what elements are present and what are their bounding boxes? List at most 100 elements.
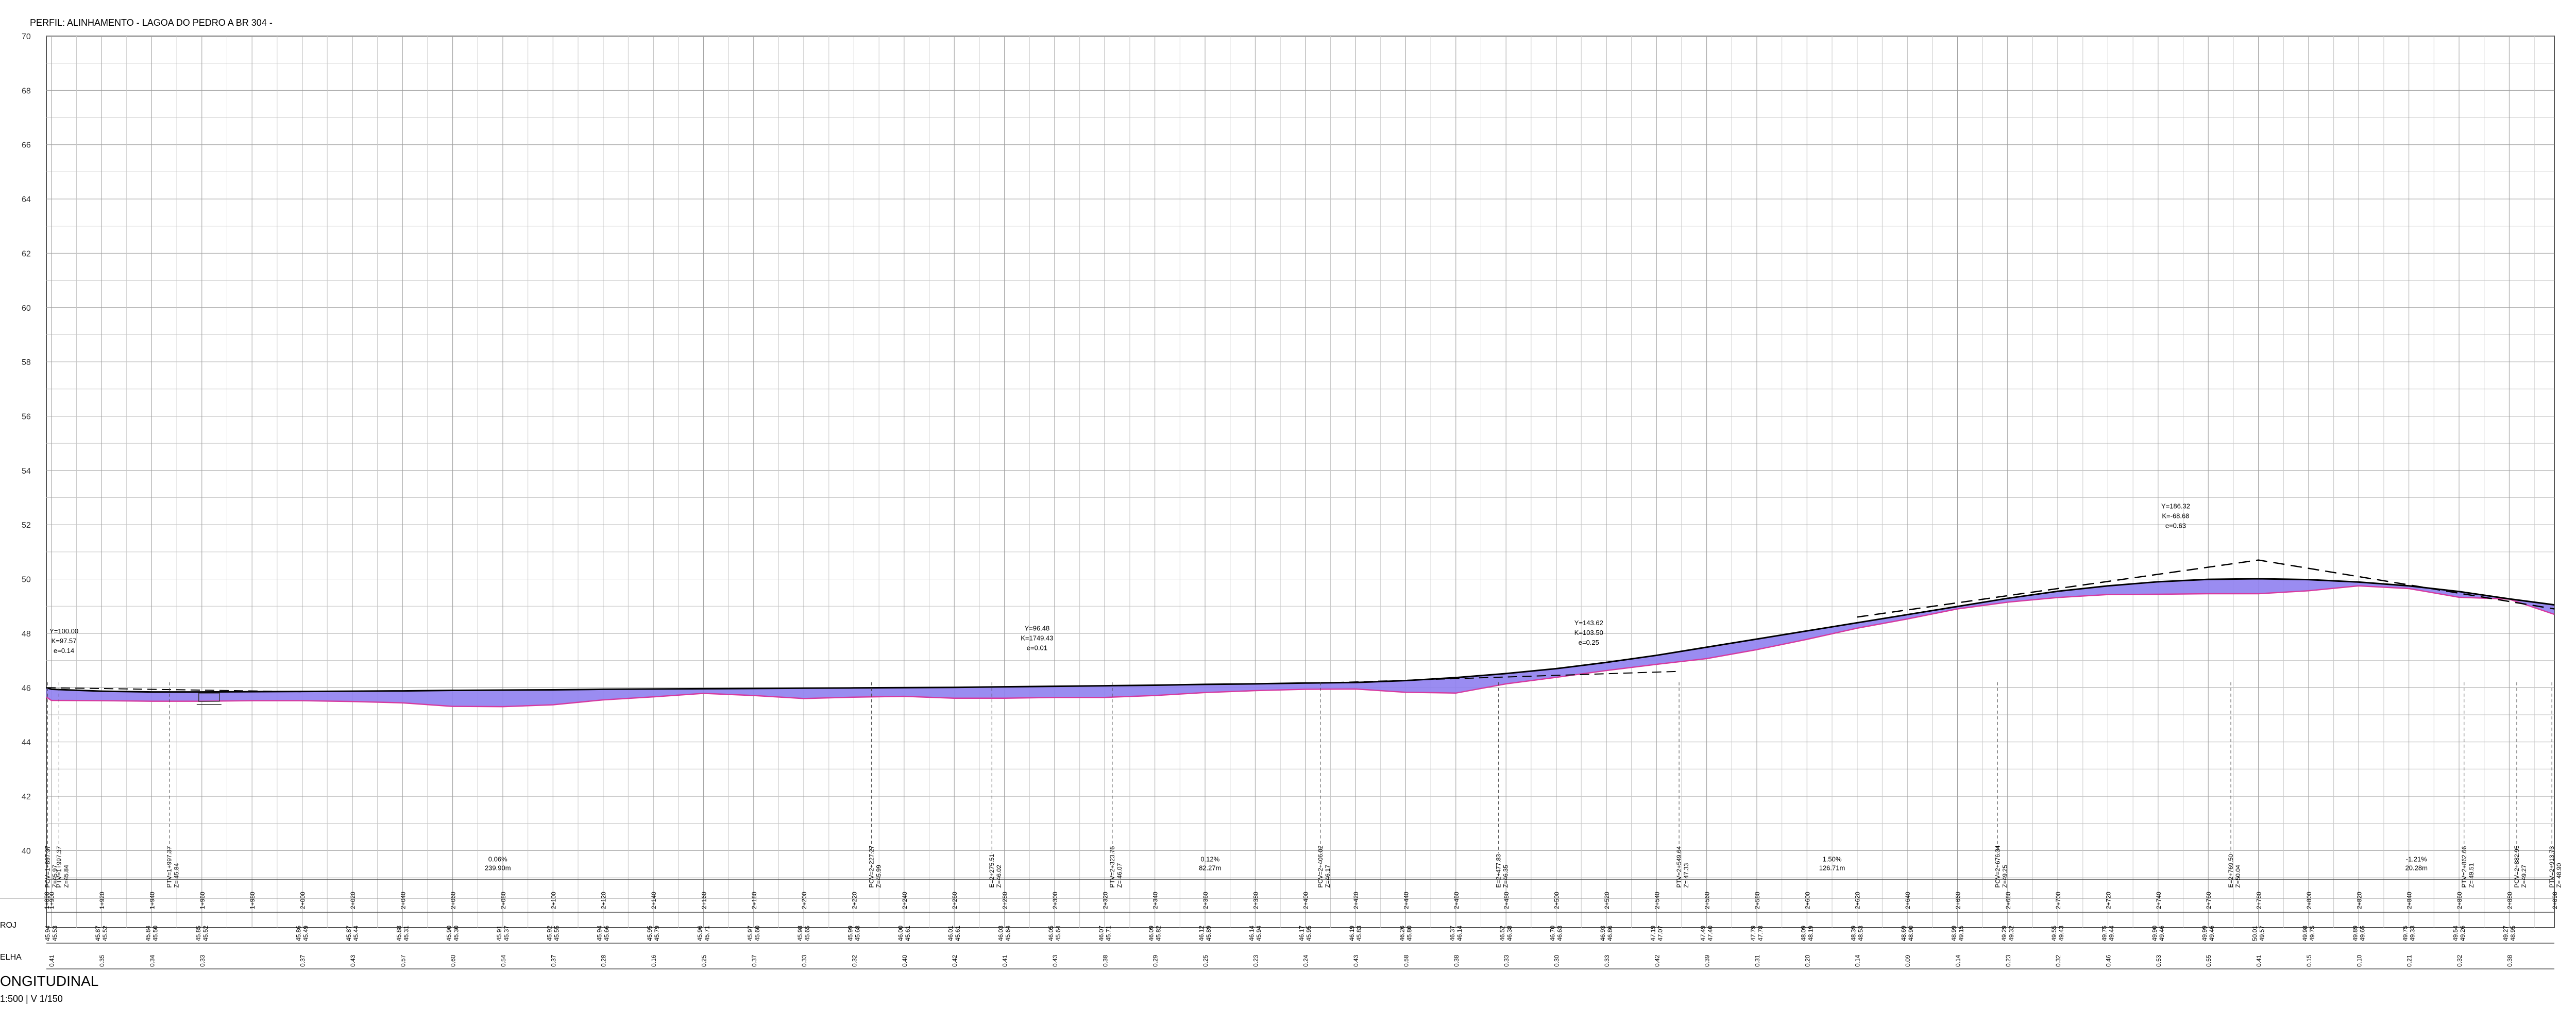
proj-value: 46.14 [1248, 926, 1255, 941]
pv-label: PCV=2+882.95 [2513, 845, 2520, 887]
pv-label: PCV=1+897.37 [44, 845, 51, 887]
diff-value: 0.38 [2506, 954, 2513, 967]
station-label: 2+860 [2456, 892, 2463, 909]
pv-label: Z=45.99 [875, 865, 883, 888]
terrain-value: 45.31 [402, 926, 410, 941]
station-label: 2+000 [299, 892, 307, 909]
station-label: 2+840 [2406, 892, 2413, 909]
pv-label: PTV=2+862.66 [2461, 846, 2468, 887]
diff-value: 0.43 [1052, 954, 1059, 967]
station-label: 2+400 [1302, 892, 1310, 909]
page-title: PERFIL: ALINHAMENTO - LAGOA DO PEDRO A B… [30, 18, 273, 28]
proj-value: 48.99 [1950, 926, 1957, 941]
terrain-value: 49.65 [2359, 926, 2366, 941]
diff-value: 0.21 [2406, 954, 2413, 967]
diff-value: 0.23 [1252, 954, 1259, 967]
slope-label: -1.21% [2406, 855, 2428, 863]
proj-value: 49.90 [2151, 926, 2158, 941]
curve-label: K=-68.68 [2162, 512, 2189, 520]
diff-value: 0.41 [1002, 954, 1009, 967]
curve-label: e=0.14 [54, 647, 74, 655]
proj-row-label: ROJ [0, 921, 16, 930]
pv-label: Z= 48.90 [2555, 863, 2563, 887]
diff-value: 0.35 [98, 954, 106, 967]
y-tick-label-left: 50 [22, 576, 31, 584]
pv-label: E=2+769.50 [2227, 854, 2234, 888]
curve-label: K=97.57 [52, 637, 77, 645]
terrain-value: 45.95 [1306, 926, 1313, 941]
curve-label: K=103.50 [1574, 629, 1603, 636]
tangent-line [1320, 671, 1680, 684]
station-label: 2+260 [951, 892, 958, 909]
diff-value: 0.09 [1904, 954, 1911, 967]
diff-value: 0.40 [901, 954, 908, 967]
diff-value: 0.23 [2005, 954, 2012, 967]
diff-value: 0.25 [1202, 954, 1209, 967]
terrain-value: 45.52 [202, 926, 209, 941]
pv-label: PTV=2+323.75 [1109, 846, 1116, 887]
diff-value: 0.54 [500, 954, 507, 967]
proj-value: 46.09 [1148, 926, 1155, 941]
station-label: 2+720 [2105, 892, 2112, 909]
terrain-value: 45.44 [352, 926, 360, 941]
diff-value: 0.42 [1653, 954, 1660, 967]
terrain-value: 45.71 [1105, 926, 1112, 941]
proj-value: 46.26 [1398, 926, 1405, 941]
diff-value: 0.34 [148, 954, 156, 967]
station-label: 1+920 [98, 892, 106, 909]
station-label: 2+500 [1553, 892, 1561, 909]
y-tick-label-left: 52 [22, 521, 31, 530]
station-label: 2+780 [2256, 892, 2263, 909]
proj-value: 46.07 [1097, 926, 1105, 941]
proj-value: 49.54 [2452, 926, 2459, 941]
grade-line [46, 578, 2555, 693]
diff-value: 0.39 [1704, 954, 1711, 967]
terrain-value: 45.80 [1405, 926, 1413, 941]
diff-value: 0.10 [2355, 954, 2363, 967]
diff-value: 0.37 [751, 954, 758, 967]
elha-row-label: ELHA [0, 953, 22, 962]
y-tick-label-left: 66 [22, 141, 31, 150]
terrain-value: 45.71 [703, 926, 710, 941]
terrain-value: 45.89 [1205, 926, 1212, 941]
station-label: 2+020 [349, 892, 357, 909]
y-tick-label-left: 54 [22, 467, 31, 476]
terrain-value: 47.78 [1757, 926, 1764, 941]
terrain-value: 45.83 [1355, 926, 1363, 941]
station-label: 1+898 [43, 892, 50, 909]
proj-value: 47.49 [1700, 926, 1707, 941]
station-label: 1+900 [48, 892, 56, 909]
curve-label: e=0.25 [1579, 639, 1599, 646]
station-label: 2+898 [2551, 892, 2558, 909]
diff-value: 0.32 [2456, 954, 2463, 967]
diff-value: 0.57 [399, 954, 406, 967]
station-label: 2+380 [1252, 892, 1259, 909]
proj-value: 49.75 [2402, 926, 2409, 941]
proj-value: 45.87 [345, 926, 352, 941]
cut-fill-area [46, 579, 2554, 707]
station-label: 1+940 [148, 892, 156, 909]
slope-label: 239.90m [485, 864, 511, 872]
pv-label: Z=46.35 [1502, 865, 1510, 888]
diff-value: 0.32 [851, 954, 858, 967]
station-label: 2+700 [2055, 892, 2062, 909]
terrain-value: 45.65 [804, 926, 811, 941]
diff-value: 0.41 [48, 954, 56, 967]
proj-value: 46.12 [1198, 926, 1205, 941]
slope-label: 1.50% [1823, 855, 1842, 863]
y-tick-label-left: 62 [22, 249, 31, 258]
terrain-value: 45.55 [553, 926, 560, 941]
pv-label: Z=46.17 [1324, 865, 1331, 888]
slope-label: 126.71m [1819, 864, 1845, 872]
diff-value: 0.37 [550, 954, 557, 967]
station-label: 2+800 [2306, 892, 2313, 909]
y-tick-label-left: 42 [22, 793, 31, 801]
diff-value: 0.29 [1152, 954, 1159, 967]
proj-value: 46.17 [1298, 926, 1306, 941]
diff-value: 0.55 [2205, 954, 2212, 967]
slope-label: 0.12% [1200, 855, 1219, 863]
diff-value: 0.33 [199, 954, 206, 967]
diff-value: 0.43 [1352, 954, 1360, 967]
station-label: 2+060 [450, 892, 457, 909]
curve-label: Y=96.48 [1024, 625, 1049, 632]
